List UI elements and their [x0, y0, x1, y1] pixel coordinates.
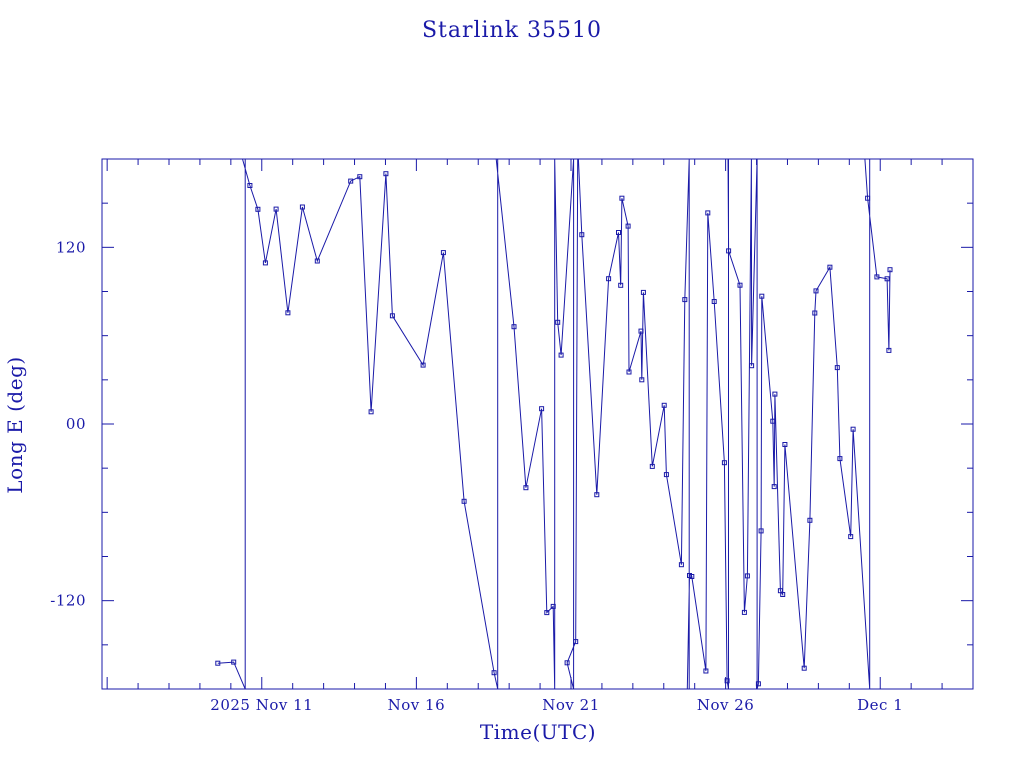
data-point	[887, 267, 893, 273]
data-series	[215, 159, 893, 689]
data-point	[619, 195, 625, 201]
data-point	[285, 310, 291, 316]
data-point	[827, 264, 833, 270]
data-point	[737, 282, 743, 288]
data-point	[663, 472, 669, 478]
data-point	[420, 362, 426, 368]
data-point	[606, 276, 612, 282]
data-point	[884, 276, 890, 282]
data-point	[759, 293, 765, 299]
data-point	[649, 463, 655, 469]
x-tick-label: Nov 26	[697, 696, 755, 714]
x-axis-label: Time(UTC)	[480, 720, 596, 744]
x-tick-label: Nov 16	[388, 696, 446, 714]
data-point	[348, 178, 354, 184]
data-point	[865, 195, 871, 201]
data-point	[741, 609, 747, 615]
data-point	[780, 592, 786, 597]
data-point	[638, 328, 644, 334]
data-point	[834, 365, 840, 371]
data-point	[626, 369, 632, 375]
data-point	[314, 258, 320, 264]
data-point	[262, 260, 268, 266]
data-point	[711, 299, 717, 304]
data-point	[640, 289, 646, 295]
series-line	[217, 159, 891, 689]
data-point	[661, 402, 667, 408]
data-point	[801, 665, 807, 671]
data-point	[383, 171, 389, 177]
data-point	[726, 248, 732, 254]
data-point	[594, 492, 600, 498]
x-tick-label: 2025 Nov 11	[210, 696, 313, 714]
data-point	[368, 409, 374, 415]
data-point	[689, 574, 695, 579]
data-point	[755, 681, 761, 687]
data-point	[772, 391, 778, 397]
data-point	[544, 610, 550, 616]
x-tick-label: Nov 21	[542, 696, 600, 714]
y-axis-label: Long E (deg)	[3, 356, 27, 493]
data-point	[770, 418, 776, 424]
data-point	[886, 347, 892, 353]
data-point	[678, 562, 684, 568]
data-point	[299, 204, 305, 210]
data-point	[550, 603, 556, 609]
data-point	[874, 274, 880, 280]
data-point	[564, 660, 570, 666]
data-point	[813, 288, 819, 294]
data-point	[682, 297, 688, 303]
plot-frame	[101, 158, 974, 690]
data-point	[703, 668, 709, 674]
data-point	[440, 250, 446, 256]
data-point	[558, 352, 564, 358]
y-tick-label: -120	[50, 592, 86, 610]
y-tick-label: 00	[66, 415, 86, 433]
data-point	[848, 534, 854, 540]
data-point	[539, 406, 545, 412]
data-point	[749, 363, 755, 369]
data-point	[511, 324, 517, 330]
axis-ticks	[102, 158, 974, 690]
data-point	[357, 174, 363, 180]
x-tick-label: Dec 1	[857, 696, 903, 714]
data-point	[273, 206, 279, 212]
data-point	[639, 377, 645, 383]
data-point	[807, 517, 813, 523]
data-point	[389, 313, 395, 319]
axis-tick-labels: 2025 Nov 11 Nov 16 Nov 21 Nov 26 Dec 1 120 00 -…	[50, 238, 903, 714]
data-point	[618, 282, 624, 288]
data-point	[850, 426, 856, 432]
data-point	[758, 528, 764, 534]
data-point	[782, 442, 788, 447]
data-point	[616, 230, 621, 235]
data-point	[523, 485, 529, 491]
data-point	[215, 660, 221, 666]
chart-title: Starlink 35510	[422, 18, 602, 43]
data-point	[744, 573, 750, 579]
data-point	[255, 206, 261, 212]
data-point	[555, 319, 561, 325]
data-point	[461, 498, 467, 504]
data-point	[705, 210, 711, 216]
data-point	[771, 484, 777, 490]
data-point	[579, 232, 585, 238]
data-point	[721, 460, 727, 466]
data-point	[231, 659, 237, 665]
data-point	[837, 456, 843, 462]
data-point	[724, 678, 730, 684]
data-point	[573, 639, 579, 645]
data-point	[491, 670, 497, 676]
y-tick-label: 120	[56, 238, 86, 256]
data-point	[247, 183, 253, 188]
data-point	[812, 310, 818, 316]
data-point	[625, 223, 631, 229]
